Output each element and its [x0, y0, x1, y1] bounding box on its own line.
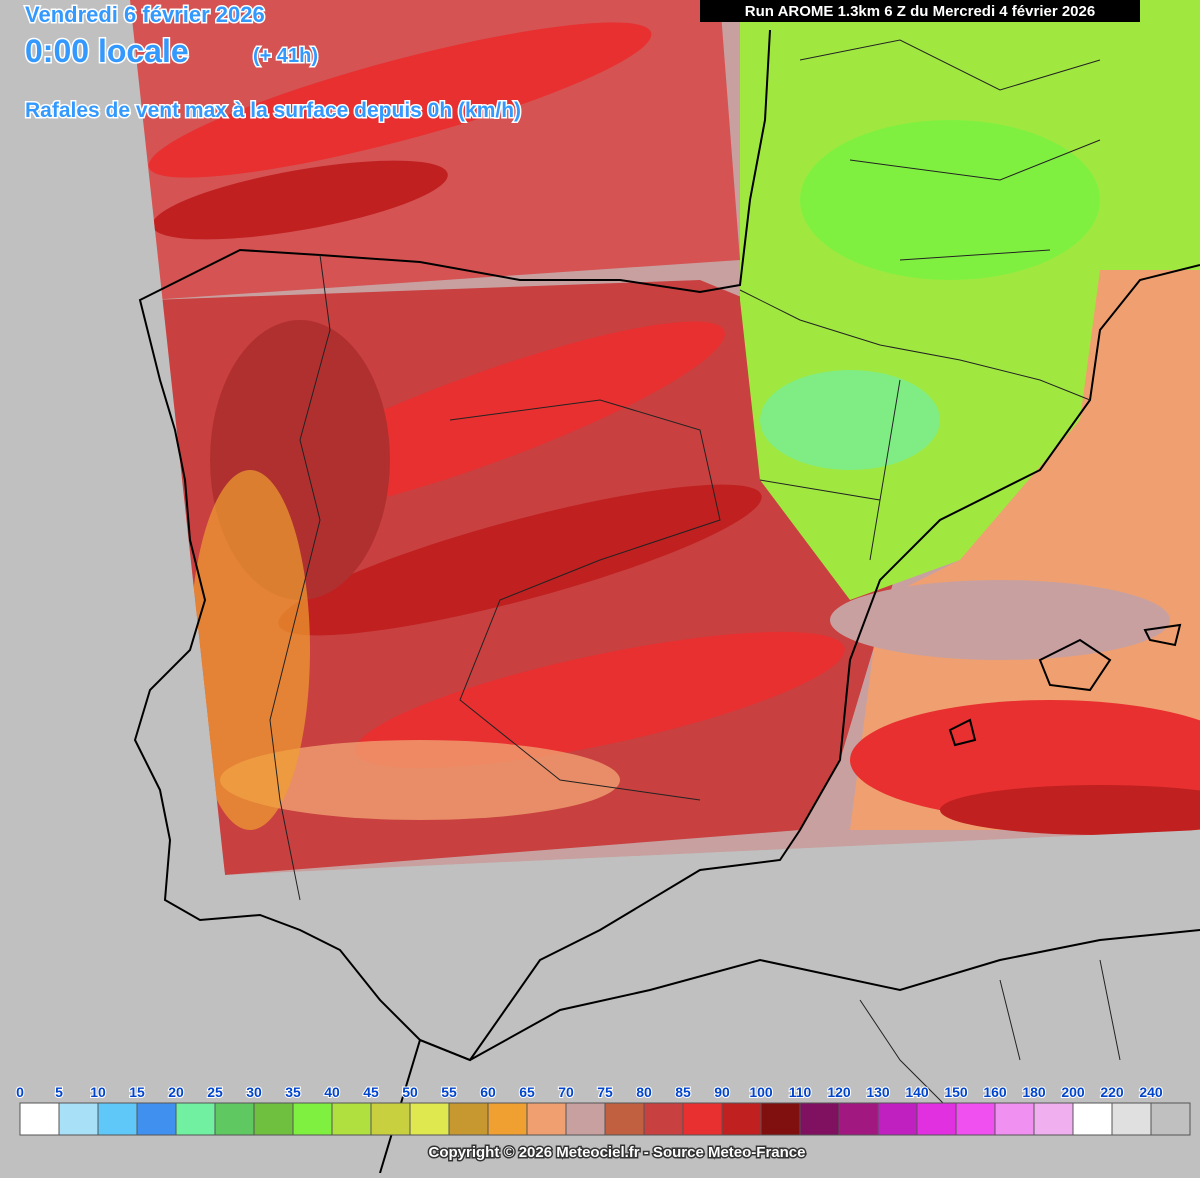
legend-swatch — [526, 1102, 567, 1136]
legend-label: 10 — [90, 1084, 106, 1100]
legend-swatch — [448, 1102, 489, 1136]
legend-label: 70 — [558, 1084, 574, 1100]
forecast-date: Vendredi 6 février 2026 — [25, 2, 265, 27]
legend-swatch — [604, 1102, 645, 1136]
legend-label: 80 — [636, 1084, 652, 1100]
legend-label: 60 — [480, 1084, 496, 1100]
legend-swatch — [838, 1102, 879, 1136]
legend: 0 5 10 15 20 25 30 35 40 45 50 55 60 65 70 75 80 85 90 100 1… — [15, 1083, 1191, 1136]
legend-label: 120 — [827, 1084, 851, 1100]
copyright: Copyright © 2026 Meteociel.fr - Source M… — [429, 1144, 806, 1161]
coastlines — [133, 29, 1200, 1174]
legend-swatch — [760, 1102, 801, 1136]
legend-swatch — [994, 1102, 1035, 1136]
legend-swatch — [175, 1102, 216, 1136]
model-domain — [130, 0, 1200, 875]
legend-label: 15 — [129, 1084, 145, 1100]
legend-swatch — [643, 1102, 684, 1136]
legend-swatch — [331, 1102, 372, 1136]
legend-label: 45 — [363, 1084, 379, 1100]
legend-label: 25 — [207, 1084, 223, 1100]
legend-swatch — [292, 1102, 333, 1136]
legend-swatch — [799, 1102, 840, 1136]
legend-swatch — [1033, 1102, 1074, 1136]
legend-label: 0 — [16, 1084, 24, 1100]
legend-swatch — [97, 1102, 138, 1136]
legend-label: 150 — [944, 1084, 968, 1100]
legend-label: 50 — [402, 1084, 418, 1100]
legend-swatch — [253, 1102, 294, 1136]
legend-swatch — [877, 1102, 918, 1136]
legend-label: 35 — [285, 1084, 301, 1100]
legend-swatch — [565, 1102, 606, 1136]
legend-label: 55 — [441, 1084, 457, 1100]
legend-label: 110 — [789, 1084, 812, 1100]
legend-swatch — [487, 1102, 528, 1136]
legend-swatch — [955, 1102, 996, 1136]
legend-label: 65 — [519, 1084, 535, 1100]
legend-swatch — [214, 1102, 255, 1136]
parameter-title: Rafales de vent max à la surface depuis … — [25, 99, 521, 122]
run-banner — [700, 0, 1140, 22]
legend-swatch — [1150, 1102, 1191, 1136]
run-info: Run AROME 1.3km 6 Z du Mercredi 4 févrie… — [745, 3, 1095, 20]
legend-swatch — [370, 1102, 411, 1136]
legend-label: 75 — [597, 1084, 613, 1100]
legend-label: 240 — [1139, 1084, 1163, 1100]
legend-label: 140 — [905, 1084, 929, 1100]
legend-swatch — [916, 1102, 957, 1136]
legend-label: 90 — [714, 1084, 730, 1100]
legend-label: 85 — [675, 1084, 691, 1100]
legend-swatch — [1072, 1102, 1113, 1136]
legend-label: 160 — [983, 1084, 1007, 1100]
forecast-time: 0:00 locale — [25, 33, 189, 69]
legend-swatch — [58, 1102, 99, 1136]
legend-swatch — [136, 1102, 177, 1136]
lead-time: (+ 41h) — [253, 45, 318, 67]
legend-label: 130 — [866, 1084, 890, 1100]
legend-label: 100 — [749, 1084, 773, 1100]
legend-swatch — [19, 1102, 60, 1136]
legend-swatch — [409, 1102, 450, 1136]
legend-label: 30 — [246, 1084, 262, 1100]
legend-label: 20 — [168, 1084, 184, 1100]
legend-swatch — [1111, 1102, 1152, 1136]
legend-swatch — [721, 1102, 762, 1136]
legend-label: 180 — [1022, 1084, 1046, 1100]
legend-label: 220 — [1100, 1084, 1124, 1100]
legend-label: 200 — [1061, 1084, 1085, 1100]
legend-label: 40 — [324, 1084, 340, 1100]
legend-label: 5 — [55, 1084, 63, 1100]
legend-swatch — [682, 1102, 723, 1136]
